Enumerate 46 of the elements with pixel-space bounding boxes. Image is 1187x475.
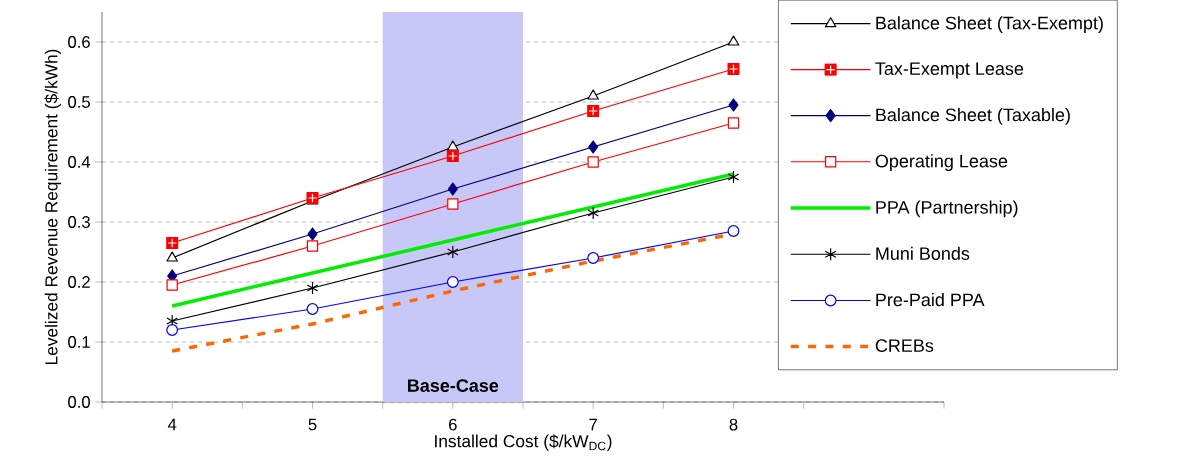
line-series — [170, 172, 736, 308]
point — [166, 279, 178, 291]
x-axis-title: Installed Cost ($/kW$_{DC}$) — [435, 434, 612, 451]
point — [447, 140, 459, 151]
x-tick-label: 6 — [449, 418, 457, 431]
y-tick-label: 0.3 — [68, 216, 90, 228]
y-tick-label: 0.6 — [68, 36, 90, 48]
point — [727, 117, 740, 129]
point — [447, 245, 459, 259]
x-tick-label: 8 — [729, 418, 738, 431]
band-label: Base-Case — [408, 379, 499, 392]
x-tick-label: 5 — [308, 418, 317, 431]
x-tick-label: 4 — [167, 418, 177, 431]
y-tick-label: 0.1 — [68, 336, 90, 348]
point — [727, 225, 740, 237]
legend-label: Tax-Exempt Lease — [875, 62, 1024, 79]
y-tick-label: 0.5 — [68, 96, 90, 108]
legend-label: Operating Lease — [875, 154, 1008, 172]
y-tick-label: 0.2 — [68, 276, 90, 288]
point — [306, 303, 319, 315]
legend-label: Balance Sheet (Taxable) — [876, 108, 1070, 125]
point — [306, 240, 319, 252]
point — [447, 198, 459, 210]
point — [727, 170, 740, 184]
point — [727, 35, 740, 46]
point — [307, 227, 318, 241]
point — [166, 251, 178, 262]
point — [588, 140, 599, 154]
point — [587, 156, 599, 168]
point — [587, 89, 599, 100]
point — [728, 98, 739, 112]
point — [446, 276, 459, 288]
legend-label: Muni Bonds — [876, 246, 970, 260]
legend-label: Balance Sheet (Tax-Exempt) — [876, 16, 1103, 33]
legend-label: CREBs — [875, 339, 934, 352]
point — [306, 281, 319, 295]
x-tick-label: 7 — [589, 418, 597, 431]
y-axis-title: Levelized Revenue Requirement ($/kWh) — [44, 49, 61, 365]
y-tick-label: 0.4 — [68, 156, 91, 168]
legend-label: PPA (Partnership) — [876, 200, 1018, 218]
point — [587, 252, 600, 264]
point — [587, 206, 599, 220]
y-tick-label: 0.0 — [68, 396, 90, 408]
point — [166, 324, 179, 336]
point — [447, 182, 458, 196]
legend-label: Pre-Paid PPA — [876, 292, 985, 307]
